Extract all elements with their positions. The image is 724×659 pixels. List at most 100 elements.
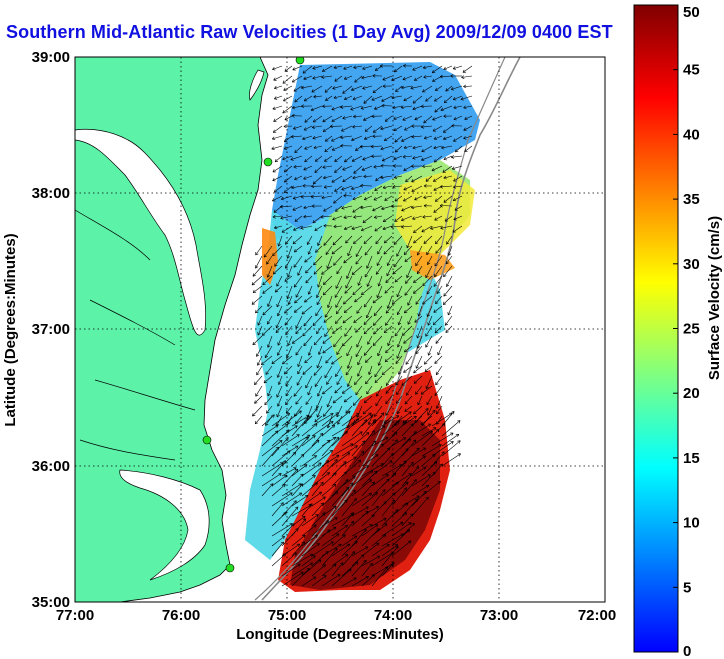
velocity-arrow — [341, 445, 358, 457]
velocity-arrow-head — [353, 114, 356, 117]
velocity-arrow-head — [361, 294, 365, 296]
velocity-arrow-head — [322, 512, 326, 514]
velocity-arrow — [351, 546, 369, 557]
velocity-arrow-head — [252, 343, 256, 346]
velocity-arrow-head — [457, 434, 460, 438]
velocity-arrow — [421, 454, 436, 467]
velocity-arrow-head — [362, 66, 365, 70]
velocity-arrow-head — [336, 272, 340, 275]
velocity-arrow — [312, 65, 323, 69]
velocity-arrow-head — [323, 293, 327, 296]
velocity-arrow-head — [341, 128, 344, 132]
velocity-arrow — [313, 95, 323, 98]
velocity-arrow — [271, 437, 289, 457]
velocity-arrow — [436, 415, 443, 425]
velocity-arrow — [304, 295, 313, 303]
velocity-arrow — [364, 395, 373, 404]
velocity-arrow-head — [266, 274, 268, 278]
velocity-arrow-head — [377, 295, 380, 299]
velocity-arrow-head — [453, 411, 455, 415]
velocity-arrow-head — [372, 419, 376, 421]
velocity-arrow — [371, 551, 394, 567]
velocity-arrow-head — [413, 369, 415, 374]
velocity-arrow — [304, 95, 313, 102]
velocity-arrow — [274, 285, 283, 293]
radar-station-marker[interactable] — [225, 563, 235, 573]
velocity-arrow — [436, 285, 443, 294]
velocity-arrow — [344, 95, 353, 100]
velocity-arrow-head — [424, 363, 428, 365]
bathymetry-contour-2 — [254, 57, 506, 601]
velocity-arrow — [361, 555, 380, 567]
velocity-arrow-head — [323, 185, 327, 188]
velocity-arrow-head — [343, 301, 345, 305]
velocity-arrow — [292, 75, 303, 83]
velocity-arrow-head — [344, 334, 348, 337]
velocity-arrow — [451, 155, 463, 158]
velocity-arrow-head — [451, 125, 455, 128]
radar-station-marker[interactable] — [202, 435, 212, 445]
velocity-arrow — [362, 215, 373, 223]
velocity-arrow-head — [380, 163, 384, 166]
velocity-arrow — [423, 195, 433, 198]
velocity-arrow-head — [382, 84, 386, 87]
radar-station-marker[interactable] — [263, 157, 273, 167]
velocity-arrow — [276, 385, 283, 398]
velocity-arrow-head — [351, 226, 355, 230]
velocity-arrow-head — [400, 107, 404, 109]
velocity-arrow-head — [295, 528, 299, 530]
velocity-arrow — [272, 135, 283, 140]
velocity-arrow-head — [385, 501, 387, 505]
velocity-arrow — [285, 395, 293, 405]
velocity-arrow-head — [436, 406, 440, 409]
pamlico-sound — [119, 469, 210, 581]
velocity-arrow-head — [335, 322, 339, 324]
velocity-arrow-head — [413, 411, 415, 415]
velocity-arrow — [365, 355, 373, 363]
velocity-arrow-head — [407, 438, 411, 440]
velocity-arrow-head — [412, 513, 414, 517]
velocity-arrow-head — [322, 350, 325, 354]
velocity-arrow — [311, 496, 326, 507]
velocity-arrow — [345, 365, 353, 376]
velocity-arrow — [385, 345, 393, 354]
velocity-arrow-head — [404, 253, 408, 255]
velocity-arrow — [351, 554, 365, 567]
velocity-arrow-head — [355, 354, 359, 357]
velocity-arrow-head — [312, 66, 316, 69]
radar-station-marker[interactable] — [295, 56, 305, 65]
velocity-arrow-head — [294, 149, 296, 153]
velocity-arrow — [291, 417, 308, 437]
velocity-arrow — [347, 245, 353, 256]
velocity-arrow-head — [372, 440, 376, 443]
velocity-arrow-head — [443, 115, 447, 118]
velocity-arrow — [435, 85, 443, 91]
velocity-vector-field — [251, 64, 473, 587]
velocity-arrow-head — [384, 290, 386, 294]
velocity-arrow — [448, 245, 453, 256]
velocity-arrow-head — [384, 118, 387, 122]
map-layers — [75, 56, 605, 602]
velocity-arrow-head — [313, 271, 315, 275]
velocity-arrow — [324, 145, 333, 152]
velocity-arrow-head — [412, 106, 415, 110]
velocity-arrow — [304, 255, 313, 263]
velocity-arrow-head — [366, 546, 369, 550]
velocity-arrow-head — [251, 303, 256, 305]
velocity-arrow — [351, 492, 372, 507]
velocity-arrow-head — [453, 217, 456, 220]
velocity-arrow-head — [276, 326, 279, 329]
velocity-arrow-head — [421, 126, 425, 129]
velocity-arrow-head — [347, 479, 349, 483]
velocity-arrow-head — [403, 512, 407, 514]
velocity-arrow-head — [262, 283, 266, 286]
velocity-arrow — [321, 437, 336, 447]
velocity-arrow-head — [393, 127, 396, 131]
velocity-arrow-head — [460, 99, 464, 101]
velocity-arrow — [332, 215, 343, 220]
velocity-arrow-head — [384, 331, 388, 333]
velocity-arrow-head — [266, 262, 270, 265]
velocity-arrow-head — [308, 568, 310, 572]
velocity-arrow — [376, 255, 383, 266]
velocity-arrow-head — [304, 417, 308, 420]
